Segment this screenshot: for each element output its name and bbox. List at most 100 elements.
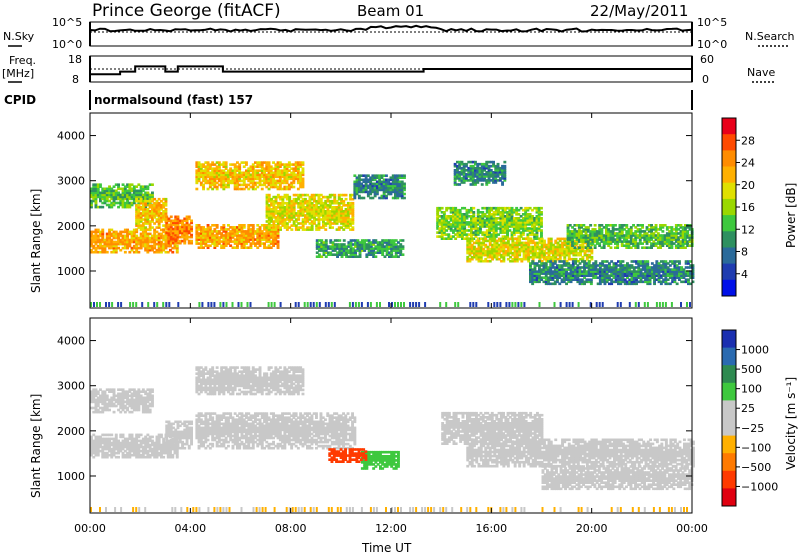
data-cell [479, 215, 482, 218]
data-cell [157, 248, 161, 252]
data-cell [602, 246, 606, 249]
data-cell [183, 217, 187, 221]
data-cell [593, 228, 597, 231]
data-cell [96, 238, 100, 242]
data-cell [360, 245, 364, 248]
data-cell [563, 249, 567, 253]
data-cell [627, 236, 631, 239]
data-cell [105, 195, 109, 199]
data-cell [324, 216, 328, 219]
data-cell [137, 218, 141, 221]
data-cell [538, 245, 542, 249]
data-cell [483, 231, 487, 234]
data-cell [529, 245, 533, 249]
data-cell [545, 251, 549, 255]
data-cell [320, 255, 324, 258]
data-cell [351, 208, 355, 211]
data-cell [272, 242, 275, 245]
data-cell [167, 231, 171, 235]
data-cell [144, 214, 148, 217]
data-cell [623, 240, 626, 243]
data-cell [524, 251, 528, 255]
data-cell [281, 173, 284, 177]
data-cell [274, 216, 278, 219]
data-cell [465, 235, 469, 238]
data-cell [394, 253, 398, 256]
data-cell [540, 221, 543, 224]
data-cell [374, 241, 378, 244]
data-cell [217, 179, 221, 183]
data-cell [294, 199, 298, 203]
data-cell [470, 255, 474, 259]
data-cell [206, 171, 210, 175]
data-cell [625, 240, 629, 243]
data-cell [139, 224, 143, 227]
data-cell [486, 239, 490, 243]
data-cell [611, 240, 615, 243]
data-cell [199, 226, 203, 229]
data-cell [199, 169, 203, 172]
data-cell [202, 163, 205, 166]
data-cell [518, 239, 522, 243]
data-cell [659, 236, 662, 239]
data-cell [671, 280, 675, 284]
data-cell [148, 248, 152, 252]
data-cell [456, 217, 460, 220]
data-cell [231, 228, 235, 231]
data-cell [590, 243, 594, 247]
data-cell [304, 210, 307, 213]
data-cell [438, 227, 442, 230]
data-cell [463, 223, 467, 226]
data-cell [121, 205, 125, 209]
data-cell [197, 238, 201, 241]
data-cell [245, 246, 248, 249]
data-cell [665, 236, 669, 239]
data-cell [351, 216, 355, 219]
data-cell [245, 242, 248, 245]
data-cell [668, 282, 672, 286]
data-cell [351, 204, 355, 207]
data-cell [629, 246, 633, 249]
data-cell [540, 264, 544, 267]
data-cell [328, 193, 332, 197]
data-cell [227, 181, 230, 185]
data-cell [110, 250, 114, 254]
data-cell [99, 246, 102, 250]
data-cell [641, 246, 644, 249]
data-cell [581, 243, 585, 247]
data-cell [601, 260, 605, 263]
data-cell [611, 232, 615, 235]
data-cell [94, 248, 98, 252]
data-cell [274, 179, 278, 183]
data-cell [513, 259, 517, 263]
data-cell [670, 238, 674, 241]
data-cell [589, 280, 593, 284]
data-cell [258, 173, 262, 177]
data-cell [99, 205, 102, 209]
data-cell [619, 274, 623, 277]
data-cell [470, 251, 474, 255]
freq-panel: 18 8 60 0 Freq. [MHz] Nave [2, 53, 776, 86]
data-cell [342, 220, 346, 223]
data-cell [616, 246, 620, 249]
data-cell [385, 247, 389, 250]
data-cell [112, 246, 116, 250]
data-cell [567, 249, 571, 253]
data-cell [668, 236, 672, 239]
data-cell [394, 247, 398, 250]
data-cell [688, 234, 692, 237]
data-cell [454, 223, 458, 226]
data-cell [153, 197, 157, 201]
data-cell [629, 234, 633, 237]
data-cell [465, 213, 469, 216]
data-cell [137, 197, 141, 201]
data-cell [466, 251, 470, 255]
data-cell [648, 278, 652, 281]
data-cell [174, 225, 178, 229]
data-cell [481, 223, 485, 226]
data-cell [563, 241, 567, 245]
data-cell [567, 253, 571, 257]
data-cell [637, 270, 641, 273]
data-cell [345, 251, 348, 254]
data-cell [276, 228, 280, 231]
